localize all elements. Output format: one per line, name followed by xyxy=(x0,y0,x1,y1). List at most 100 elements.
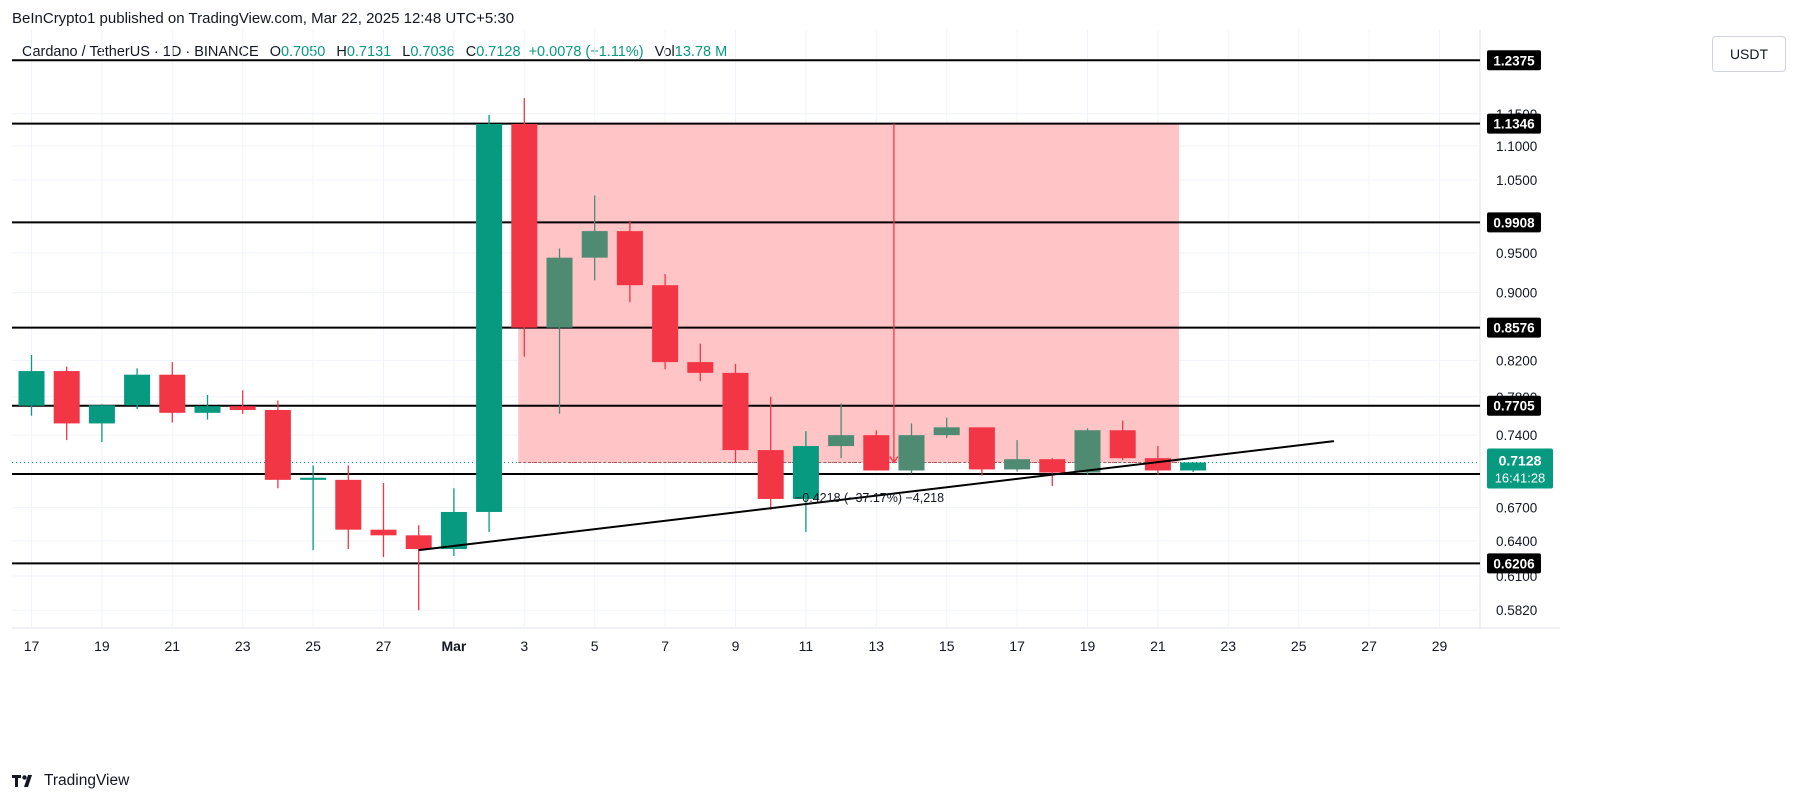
candle xyxy=(863,430,890,471)
candle-body xyxy=(1180,462,1207,471)
level-label: 0.7705 xyxy=(1493,399,1535,414)
x-tick-label: 13 xyxy=(869,638,885,654)
level-label-bg xyxy=(1487,50,1541,71)
close-label: C xyxy=(465,44,477,60)
tradingview-brand: TradingView xyxy=(44,772,130,789)
candles xyxy=(18,98,1207,611)
candle xyxy=(159,362,186,423)
y-tick-label: 1.1000 xyxy=(1496,139,1537,154)
level-label-bg xyxy=(1487,553,1541,574)
candle xyxy=(828,403,855,459)
x-tick-label: 21 xyxy=(1150,638,1166,654)
x-tick-label: 27 xyxy=(1361,638,1377,654)
candle-body xyxy=(264,409,291,480)
candle-body xyxy=(1004,459,1031,470)
candle-body xyxy=(828,435,855,447)
level-label-bg xyxy=(1487,212,1541,233)
footer: TradingView xyxy=(12,772,129,790)
candle-body xyxy=(546,257,573,328)
candle xyxy=(53,366,80,441)
candle xyxy=(687,343,714,382)
candle xyxy=(581,195,608,281)
candle-body xyxy=(53,371,80,424)
candle xyxy=(370,482,397,558)
time-axis[interactable]: 17 19 21 23 25 27 Mar 3 5 7 9 11 13 15 17 19 21 23 25 27 29 xyxy=(24,638,1448,654)
candle-body xyxy=(335,479,362,530)
candle-body xyxy=(159,374,186,413)
x-tick-label: 27 xyxy=(376,638,392,654)
candle xyxy=(933,417,960,439)
candle-body xyxy=(405,535,432,550)
candle xyxy=(264,400,291,489)
change-value: +0.0078 (+1.11%) xyxy=(528,44,644,60)
x-tick-label: 19 xyxy=(1080,638,1096,654)
y-tick-label: 1.0500 xyxy=(1496,173,1537,188)
x-tick-label: 29 xyxy=(1432,638,1448,654)
level-label: 0.6206 xyxy=(1493,556,1535,571)
x-tick-label: 15 xyxy=(939,638,955,654)
high-value: 0.7131 xyxy=(346,44,392,60)
x-tick-label: 25 xyxy=(305,638,321,654)
measure-arrow xyxy=(889,456,899,464)
level-label-bg xyxy=(1487,113,1541,134)
candle-body xyxy=(687,362,714,373)
x-tick-label: 11 xyxy=(799,638,814,654)
y-tick-label: 0.7400 xyxy=(1496,428,1537,443)
measure-label: −0.4218 (−37.17%) −4,218 xyxy=(795,491,944,505)
candle-body xyxy=(440,511,467,550)
trendline xyxy=(418,440,1335,552)
low-value: 0.7036 xyxy=(410,44,455,60)
candle xyxy=(511,98,538,357)
candle xyxy=(1109,420,1136,461)
drawings: −0.4218 (−37.17%) −4,218 xyxy=(418,123,1335,552)
candle xyxy=(18,355,45,416)
candle xyxy=(405,525,432,611)
price-axis[interactable]: 1.15001.10001.05000.95000.90000.82000.78… xyxy=(1487,50,1553,618)
published-caption: BeInCrypto1 published on TradingView.com… xyxy=(12,10,515,27)
candle-body xyxy=(1039,459,1066,473)
candle xyxy=(616,220,643,303)
open-value: 0.7050 xyxy=(280,44,326,60)
y-tick-label: 0.9500 xyxy=(1496,246,1537,261)
zone-rect xyxy=(518,123,1180,463)
candle xyxy=(757,396,784,510)
x-tick-label: 17 xyxy=(1009,638,1025,654)
currency-button[interactable]: USDT xyxy=(1712,36,1786,72)
candle-body xyxy=(124,374,151,406)
candle-body xyxy=(792,446,819,499)
candle xyxy=(652,274,679,370)
x-tick-label: 19 xyxy=(94,638,110,654)
candle-body xyxy=(229,406,256,410)
level-label: 1.2375 xyxy=(1493,53,1535,68)
candle xyxy=(194,394,221,420)
x-tick-label: 21 xyxy=(165,638,181,654)
level-label: 0.8576 xyxy=(1493,321,1535,336)
drawdown-zone xyxy=(518,123,1180,463)
candle-body xyxy=(722,372,749,451)
candle-body xyxy=(757,450,784,499)
high-label: H xyxy=(336,44,347,60)
tradingview-logo-icon xyxy=(12,775,32,787)
candle-body xyxy=(616,231,643,286)
y-tick-label: 0.6700 xyxy=(1496,501,1537,516)
low-label: L xyxy=(402,44,411,60)
candle-body xyxy=(1074,430,1101,473)
symbol-name[interactable]: Cardano / TetherUS · 1D · BINANCE xyxy=(22,44,259,60)
candle-body xyxy=(476,123,503,512)
candle xyxy=(300,465,327,551)
x-tick-label: 17 xyxy=(24,638,40,654)
y-tick-label: 0.5820 xyxy=(1496,603,1537,618)
x-tick-label: 9 xyxy=(732,638,740,654)
y-tick-label: 0.9000 xyxy=(1496,285,1537,300)
candle xyxy=(1004,440,1031,472)
x-tick-label: 23 xyxy=(235,638,251,654)
candle-body xyxy=(933,427,960,436)
candle xyxy=(1039,458,1066,487)
candle xyxy=(88,404,115,443)
level-label: 1.1346 xyxy=(1493,117,1535,132)
candle xyxy=(546,248,573,414)
candle xyxy=(1180,462,1207,472)
candle xyxy=(440,488,467,556)
y-tick-label: 0.8200 xyxy=(1496,353,1537,368)
